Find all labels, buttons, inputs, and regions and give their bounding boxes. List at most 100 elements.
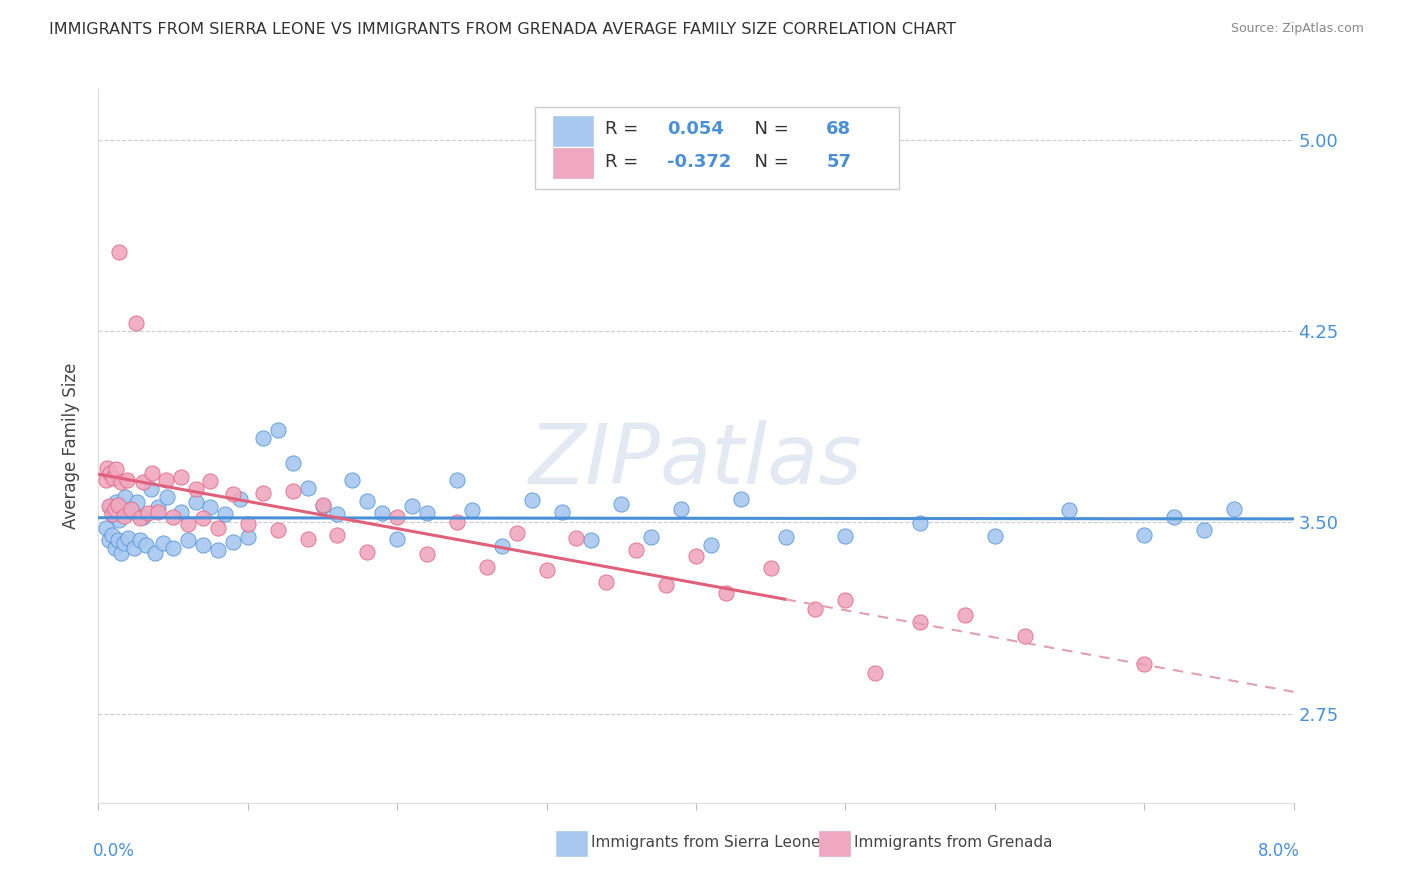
Point	[311, 498, 333, 512]
Point	[1192, 523, 1215, 537]
Point	[155, 473, 177, 487]
Point	[125, 317, 148, 331]
Point	[342, 474, 364, 488]
Point	[356, 493, 378, 508]
Point	[730, 491, 752, 506]
Point	[162, 509, 184, 524]
Point	[640, 531, 662, 545]
Point	[461, 503, 484, 517]
Point	[236, 516, 259, 531]
Point	[700, 538, 723, 552]
Point	[491, 539, 513, 553]
Point	[148, 500, 170, 514]
Point	[105, 461, 128, 475]
Point	[207, 520, 229, 534]
Point	[520, 492, 543, 507]
Point	[281, 484, 304, 499]
Point	[356, 545, 378, 559]
FancyBboxPatch shape	[553, 116, 593, 145]
Point	[111, 500, 134, 514]
Point	[953, 608, 976, 623]
Point	[207, 542, 229, 557]
Point	[97, 533, 120, 548]
Point	[103, 508, 125, 522]
Point	[775, 530, 797, 544]
FancyBboxPatch shape	[534, 107, 900, 189]
Point	[626, 543, 648, 558]
Point	[115, 473, 138, 487]
Point	[267, 523, 290, 537]
Point	[1133, 528, 1156, 542]
Point	[107, 498, 129, 512]
Text: R =: R =	[605, 120, 644, 138]
Point	[1223, 502, 1246, 516]
Point	[200, 500, 222, 514]
Point	[565, 531, 588, 545]
Point	[581, 533, 603, 548]
Point	[834, 529, 856, 543]
Point	[865, 665, 887, 680]
Point	[385, 532, 409, 546]
Point	[96, 460, 118, 475]
Point	[222, 535, 245, 549]
Point	[132, 475, 155, 490]
Point	[127, 495, 149, 509]
Point	[191, 538, 214, 552]
Point	[98, 500, 122, 515]
Point	[446, 473, 468, 487]
Point	[1014, 629, 1036, 643]
Point	[107, 533, 129, 548]
Point	[110, 475, 132, 489]
Text: N =: N =	[742, 153, 794, 171]
Point	[714, 585, 737, 599]
Point	[112, 508, 135, 523]
Text: IMMIGRANTS FROM SIERRA LEONE VS IMMIGRANTS FROM GRENADA AVERAGE FAMILY SIZE CORR: IMMIGRANTS FROM SIERRA LEONE VS IMMIGRAN…	[49, 22, 956, 37]
Point	[685, 549, 707, 563]
Text: 8.0%: 8.0%	[1257, 842, 1299, 860]
Point	[139, 482, 162, 496]
Point	[610, 498, 633, 512]
Point	[132, 510, 155, 524]
Point	[177, 533, 200, 547]
Point	[281, 456, 304, 470]
Text: Immigrants from Grenada: Immigrants from Grenada	[853, 835, 1052, 850]
Point	[156, 490, 179, 504]
Point	[101, 528, 124, 542]
Point	[94, 520, 117, 534]
Point	[105, 495, 128, 509]
Text: 68: 68	[827, 120, 852, 138]
Point	[536, 563, 558, 577]
Point	[1133, 657, 1156, 671]
Text: 0.0%: 0.0%	[93, 842, 135, 860]
Point	[252, 485, 274, 500]
Point	[1059, 503, 1081, 517]
Point	[655, 578, 678, 592]
Point	[136, 507, 159, 521]
Point	[669, 502, 692, 516]
Point	[148, 505, 170, 519]
Point	[129, 510, 152, 524]
Point	[162, 541, 184, 555]
Point	[184, 482, 207, 496]
Point	[371, 507, 394, 521]
Point	[214, 507, 236, 521]
Point	[108, 245, 131, 260]
Text: 0.054: 0.054	[668, 120, 724, 138]
Text: -0.372: -0.372	[668, 153, 731, 171]
FancyBboxPatch shape	[557, 831, 588, 855]
Point	[984, 529, 1007, 543]
Point	[236, 530, 259, 544]
Point	[804, 602, 827, 616]
Point	[595, 575, 617, 590]
Point	[184, 494, 207, 508]
Point	[229, 491, 252, 506]
Point	[416, 547, 439, 561]
Point	[112, 535, 135, 549]
Point	[759, 560, 782, 574]
Point	[401, 499, 423, 513]
Point	[143, 546, 166, 560]
Point	[169, 505, 191, 519]
Point	[104, 541, 127, 555]
Point	[97, 499, 120, 513]
Text: Source: ZipAtlas.com: Source: ZipAtlas.com	[1230, 22, 1364, 36]
